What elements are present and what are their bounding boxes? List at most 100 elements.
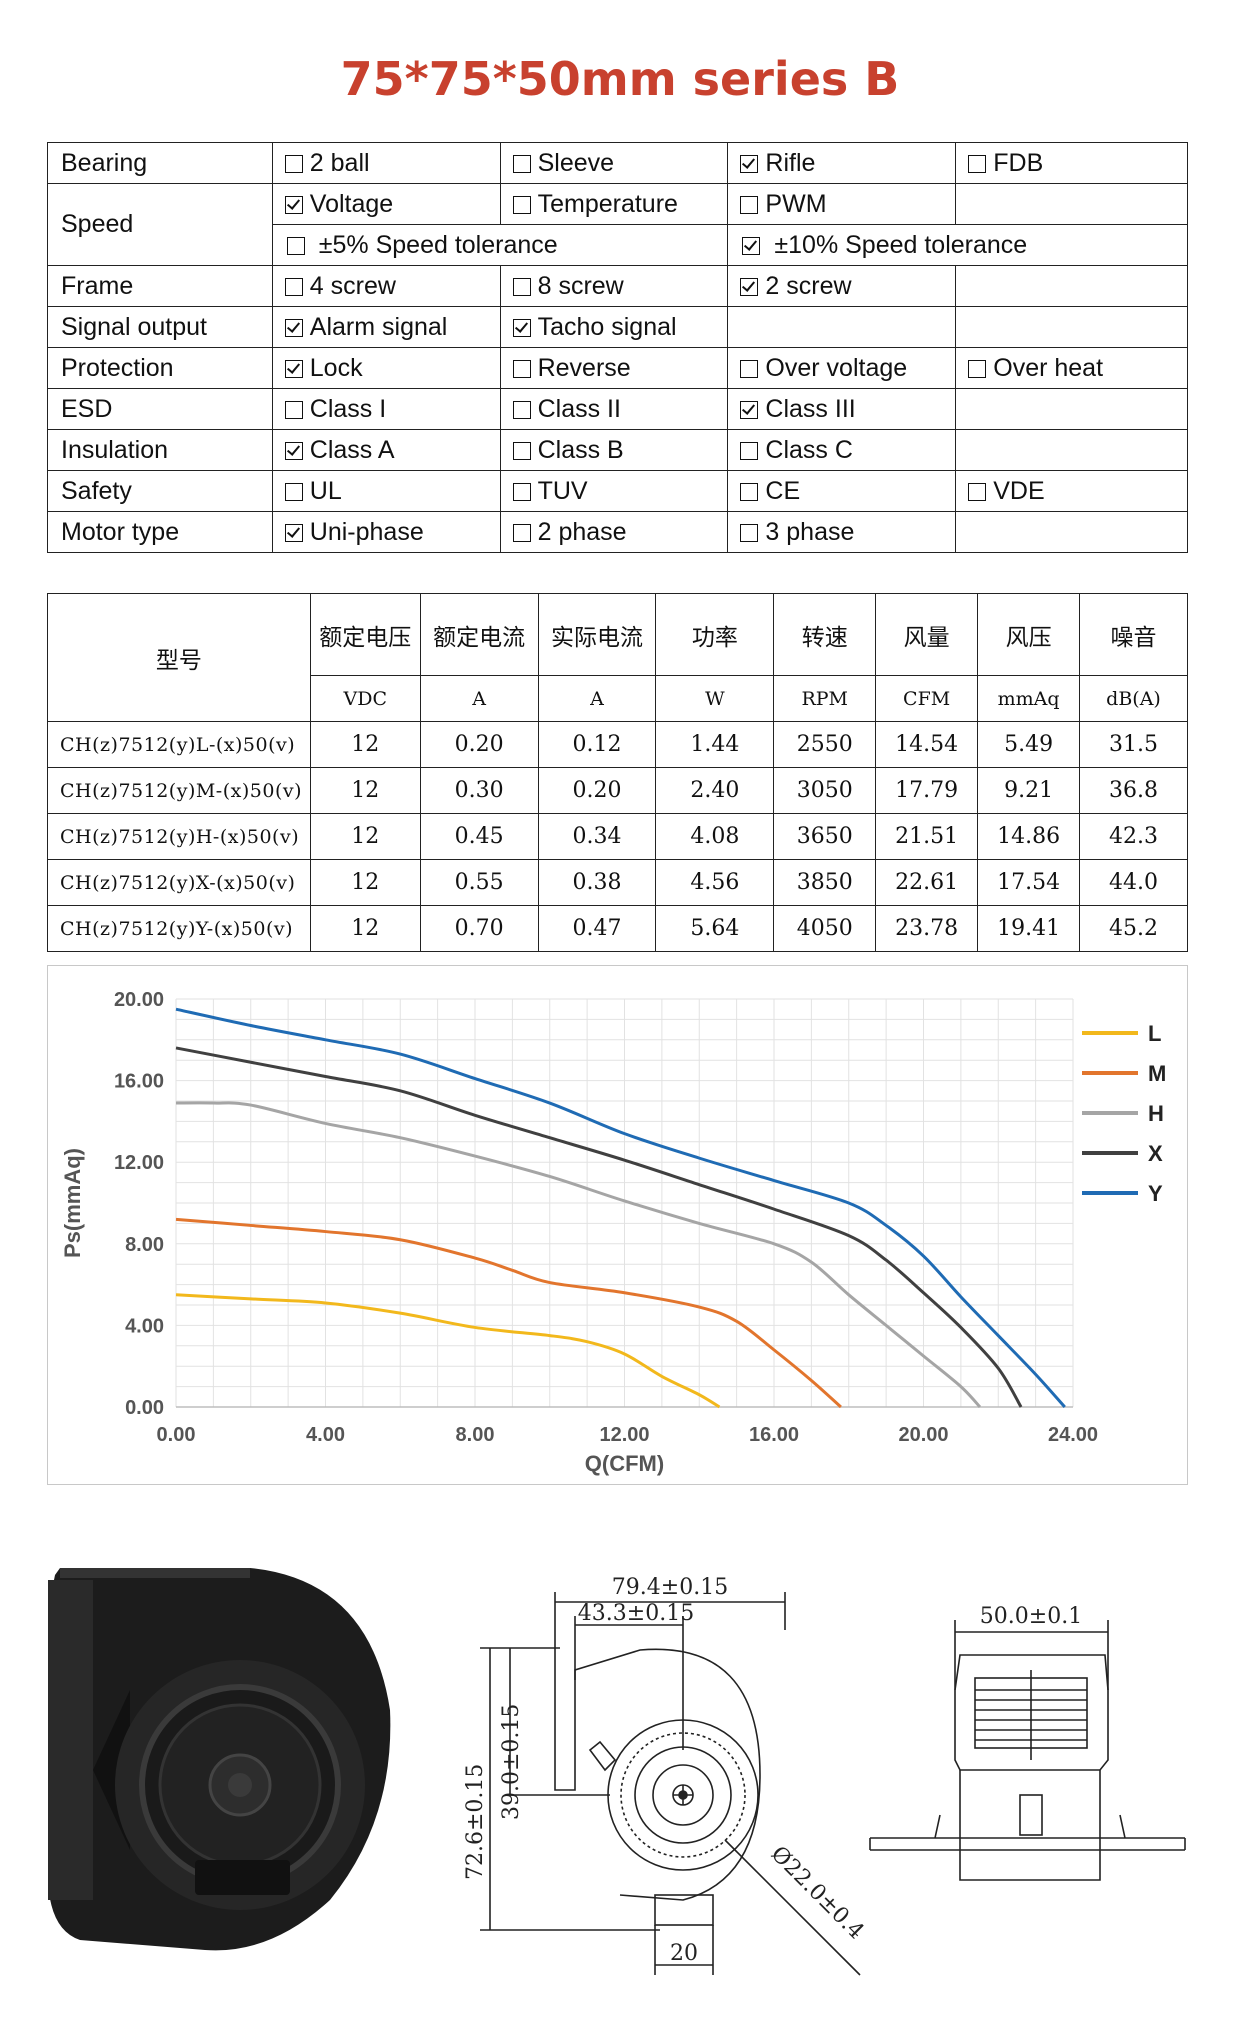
spec-option-label: Class A (309, 435, 395, 464)
checked-box-icon[interactable] (740, 277, 759, 296)
checked-box-icon[interactable] (742, 236, 761, 255)
spec-row: Insulation Class A Class B Class C (47, 429, 1188, 471)
spec-label: Motor type (47, 511, 273, 553)
column-header: 风压 (977, 593, 1081, 676)
spec-option: Over voltage (727, 347, 957, 389)
unchecked-box-icon[interactable] (512, 482, 531, 501)
table-cell: 9.21 (977, 767, 1081, 814)
spec-label: Insulation (47, 429, 273, 471)
spec-option-label: 8 screw (537, 271, 624, 300)
x-tick-label: 0.00 (157, 1424, 196, 1446)
unchecked-box-icon[interactable] (284, 400, 303, 419)
table-cell: 2.40 (655, 767, 775, 814)
unchecked-box-icon[interactable] (968, 482, 987, 501)
spec-option: Class II (499, 388, 729, 430)
table-cell: 4.56 (655, 859, 775, 906)
unchecked-box-icon[interactable] (740, 195, 759, 214)
table-cell: 17.54 (977, 859, 1081, 906)
table-cell: 3850 (773, 859, 877, 906)
spec-option-label: Class B (537, 435, 624, 464)
checked-box-icon[interactable] (740, 154, 759, 173)
spec-option: Rifle (727, 142, 957, 184)
spec-empty-cell (955, 388, 1188, 430)
spec-option-label: TUV (537, 476, 588, 505)
x-tick-label: 4.00 (306, 1424, 345, 1446)
unchecked-box-icon[interactable] (740, 359, 759, 378)
table-row: CH(z)7512(y)X-(x)50(v) 12 0.55 0.38 4.56 3850… (47, 859, 1188, 906)
checked-box-icon[interactable] (284, 523, 303, 542)
dim-center-height: 39.0±0.15 (499, 1704, 524, 1820)
spec-option-label: Temperature (537, 189, 678, 218)
checked-box-icon[interactable] (512, 318, 531, 337)
spec-option: 3 phase (727, 511, 957, 553)
spec-option-label: 2 ball (309, 148, 370, 177)
spec-option: Class III (727, 388, 957, 430)
model-name: CH(z)7512(y)Y-(x)50(v) (47, 905, 311, 952)
spec-option: CE (727, 470, 957, 512)
spec-row: Protection Lock Reverse Over voltage Over he… (47, 347, 1188, 389)
spec-option-label: Voltage (309, 189, 394, 218)
x-tick-label: 20.00 (898, 1424, 948, 1446)
spec-option-label: Class III (765, 394, 856, 423)
spec-empty-cell (955, 265, 1188, 307)
dim-half-width: 43.3±0.15 (578, 1601, 694, 1626)
spec-row: Signal output Alarm signal Tacho signal (47, 306, 1188, 348)
unchecked-box-icon[interactable] (284, 482, 303, 501)
spec-option: VDE (955, 470, 1188, 512)
unchecked-box-icon[interactable] (286, 236, 305, 255)
unchecked-box-icon[interactable] (284, 154, 303, 173)
x-tick-label: 16.00 (749, 1424, 799, 1446)
spec-option: Lock (271, 347, 501, 389)
checked-box-icon[interactable] (284, 195, 303, 214)
spec-option: UL (271, 470, 501, 512)
spec-empty-cell (955, 511, 1188, 553)
series-line-x (175, 1046, 1023, 1408)
dim-thickness: 50.0±0.1 (980, 1604, 1082, 1629)
spec-option: Temperature (499, 183, 729, 225)
unchecked-box-icon[interactable] (968, 359, 987, 378)
column-header: 风量 (875, 593, 979, 676)
unchecked-box-icon[interactable] (968, 154, 987, 173)
unchecked-box-icon[interactable] (512, 523, 531, 542)
side-view-drawing (869, 1620, 1186, 1881)
model-name: CH(z)7512(y)M-(x)50(v) (47, 767, 311, 814)
table-cell: 45.2 (1079, 905, 1188, 952)
spec-table: Bearing 2 ball Sleeve Rifle FDB Speed Voltage T… (47, 142, 1188, 553)
spec-empty-cell (955, 183, 1188, 225)
spec-empty-cell (955, 306, 1188, 348)
unchecked-box-icon[interactable] (512, 154, 531, 173)
legend-label: Y (1148, 1181, 1163, 1206)
unchecked-box-icon[interactable] (512, 277, 531, 296)
spec-row: ESD Class I Class II Class III (47, 388, 1188, 430)
table-cell: 5.49 (977, 721, 1081, 768)
column-unit: CFM (875, 675, 979, 722)
unchecked-box-icon[interactable] (740, 441, 759, 460)
series-line-l (175, 1293, 721, 1409)
spec-option: Class B (499, 429, 729, 471)
spec-option-label: VDE (993, 476, 1045, 505)
table-cell: 36.8 (1079, 767, 1188, 814)
unchecked-box-icon[interactable] (740, 482, 759, 501)
y-tick-label: 4.00 (125, 1315, 164, 1337)
column-unit: A (419, 675, 539, 722)
table-cell: 0.45 (419, 813, 539, 860)
unchecked-box-icon[interactable] (512, 441, 531, 460)
table-cell: 0.47 (537, 905, 657, 952)
unchecked-box-icon[interactable] (512, 195, 531, 214)
checked-box-icon[interactable] (284, 359, 303, 378)
unchecked-box-icon[interactable] (740, 523, 759, 542)
drawings: 79.4±0.15 43.3±0.15 72.6±0.15 39.0±0.15 … (48, 1568, 1186, 1976)
spec-option: ±10% Speed tolerance (727, 224, 1188, 266)
spec-option: Class C (727, 429, 957, 471)
checked-box-icon[interactable] (740, 400, 759, 419)
table-cell: 0.70 (419, 905, 539, 952)
unchecked-box-icon[interactable] (284, 277, 303, 296)
checked-box-icon[interactable] (284, 441, 303, 460)
front-view-drawing (480, 1592, 861, 1976)
checked-box-icon[interactable] (284, 318, 303, 337)
unchecked-box-icon[interactable] (512, 359, 531, 378)
spec-label: Bearing (47, 142, 273, 184)
spec-row: Safety UL TUV CE VDE (47, 470, 1188, 512)
spec-label: Safety (47, 470, 273, 512)
unchecked-box-icon[interactable] (512, 400, 531, 419)
